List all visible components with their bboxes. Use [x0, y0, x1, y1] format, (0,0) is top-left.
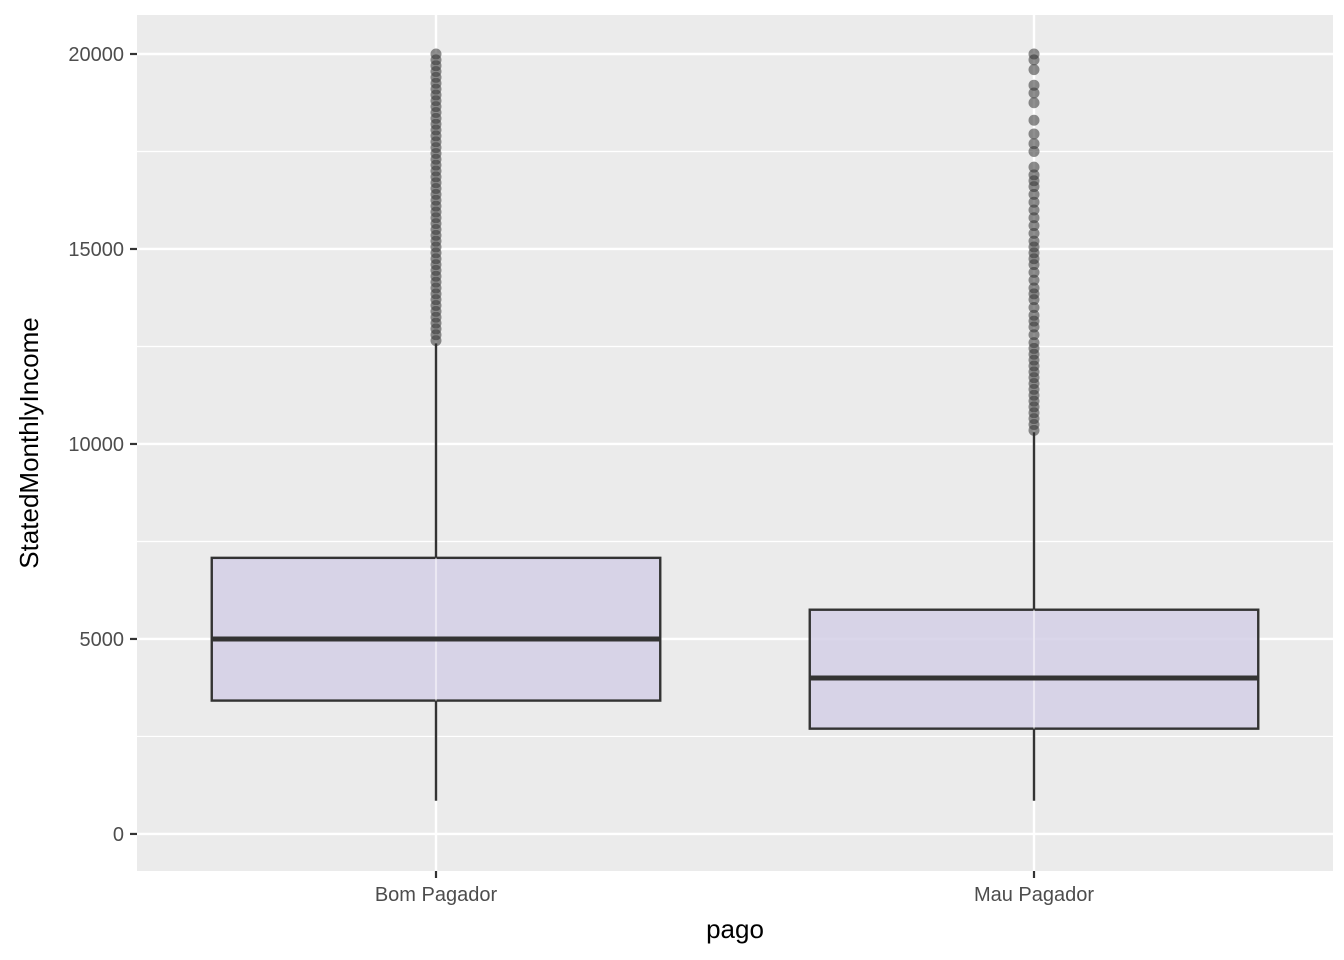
outlier-point [1028, 79, 1040, 91]
box-iqr [210, 556, 662, 702]
outlier-point [1028, 188, 1040, 200]
outlier-point [1028, 161, 1040, 173]
box-group [808, 48, 1260, 801]
outlier-point [1028, 266, 1040, 278]
outlier-point [1028, 64, 1040, 76]
y-tick-label: 5000 [80, 629, 125, 651]
outlier-point [1028, 97, 1040, 109]
box-iqr [808, 608, 1260, 730]
y-axis: 0 5000 10000 15000 20000 [68, 44, 137, 846]
outlier-point [1028, 329, 1040, 341]
outlier-point [1028, 204, 1040, 216]
outlier-point [1028, 301, 1040, 313]
outlier-point [1028, 114, 1040, 126]
x-tick-label: Bom Pagador [375, 884, 498, 906]
grid-minor [137, 150, 1333, 738]
outlier-point [1028, 128, 1040, 140]
outlier-point [1028, 138, 1040, 150]
outlier-point [1028, 145, 1040, 157]
outlier-point [430, 48, 442, 60]
y-tick-label: 10000 [68, 434, 124, 456]
outlier-point [1028, 282, 1040, 294]
x-axis: Bom Pagador Mau Pagador [375, 871, 1094, 906]
y-tick-label: 15000 [68, 239, 124, 261]
y-tick-label: 0 [113, 824, 124, 846]
y-tick-label: 20000 [68, 44, 124, 66]
x-axis-title: pago [706, 914, 764, 944]
outlier-point [1028, 337, 1040, 349]
outlier-point [1028, 227, 1040, 239]
outlier-point [1028, 220, 1040, 232]
outlier-point [1028, 212, 1040, 224]
y-axis-title: StatedMonthlyIncome [14, 317, 44, 568]
outlier-point [1028, 48, 1040, 60]
outlier-point [1028, 196, 1040, 208]
box-group [210, 48, 662, 801]
outlier-point [1028, 235, 1040, 247]
outlier-point [1028, 169, 1040, 181]
outlier-point [1028, 274, 1040, 286]
x-tick-label: Mau Pagador [974, 884, 1094, 906]
outlier-point [1028, 309, 1040, 321]
boxes [210, 48, 1260, 801]
outlier-point [1028, 87, 1040, 99]
